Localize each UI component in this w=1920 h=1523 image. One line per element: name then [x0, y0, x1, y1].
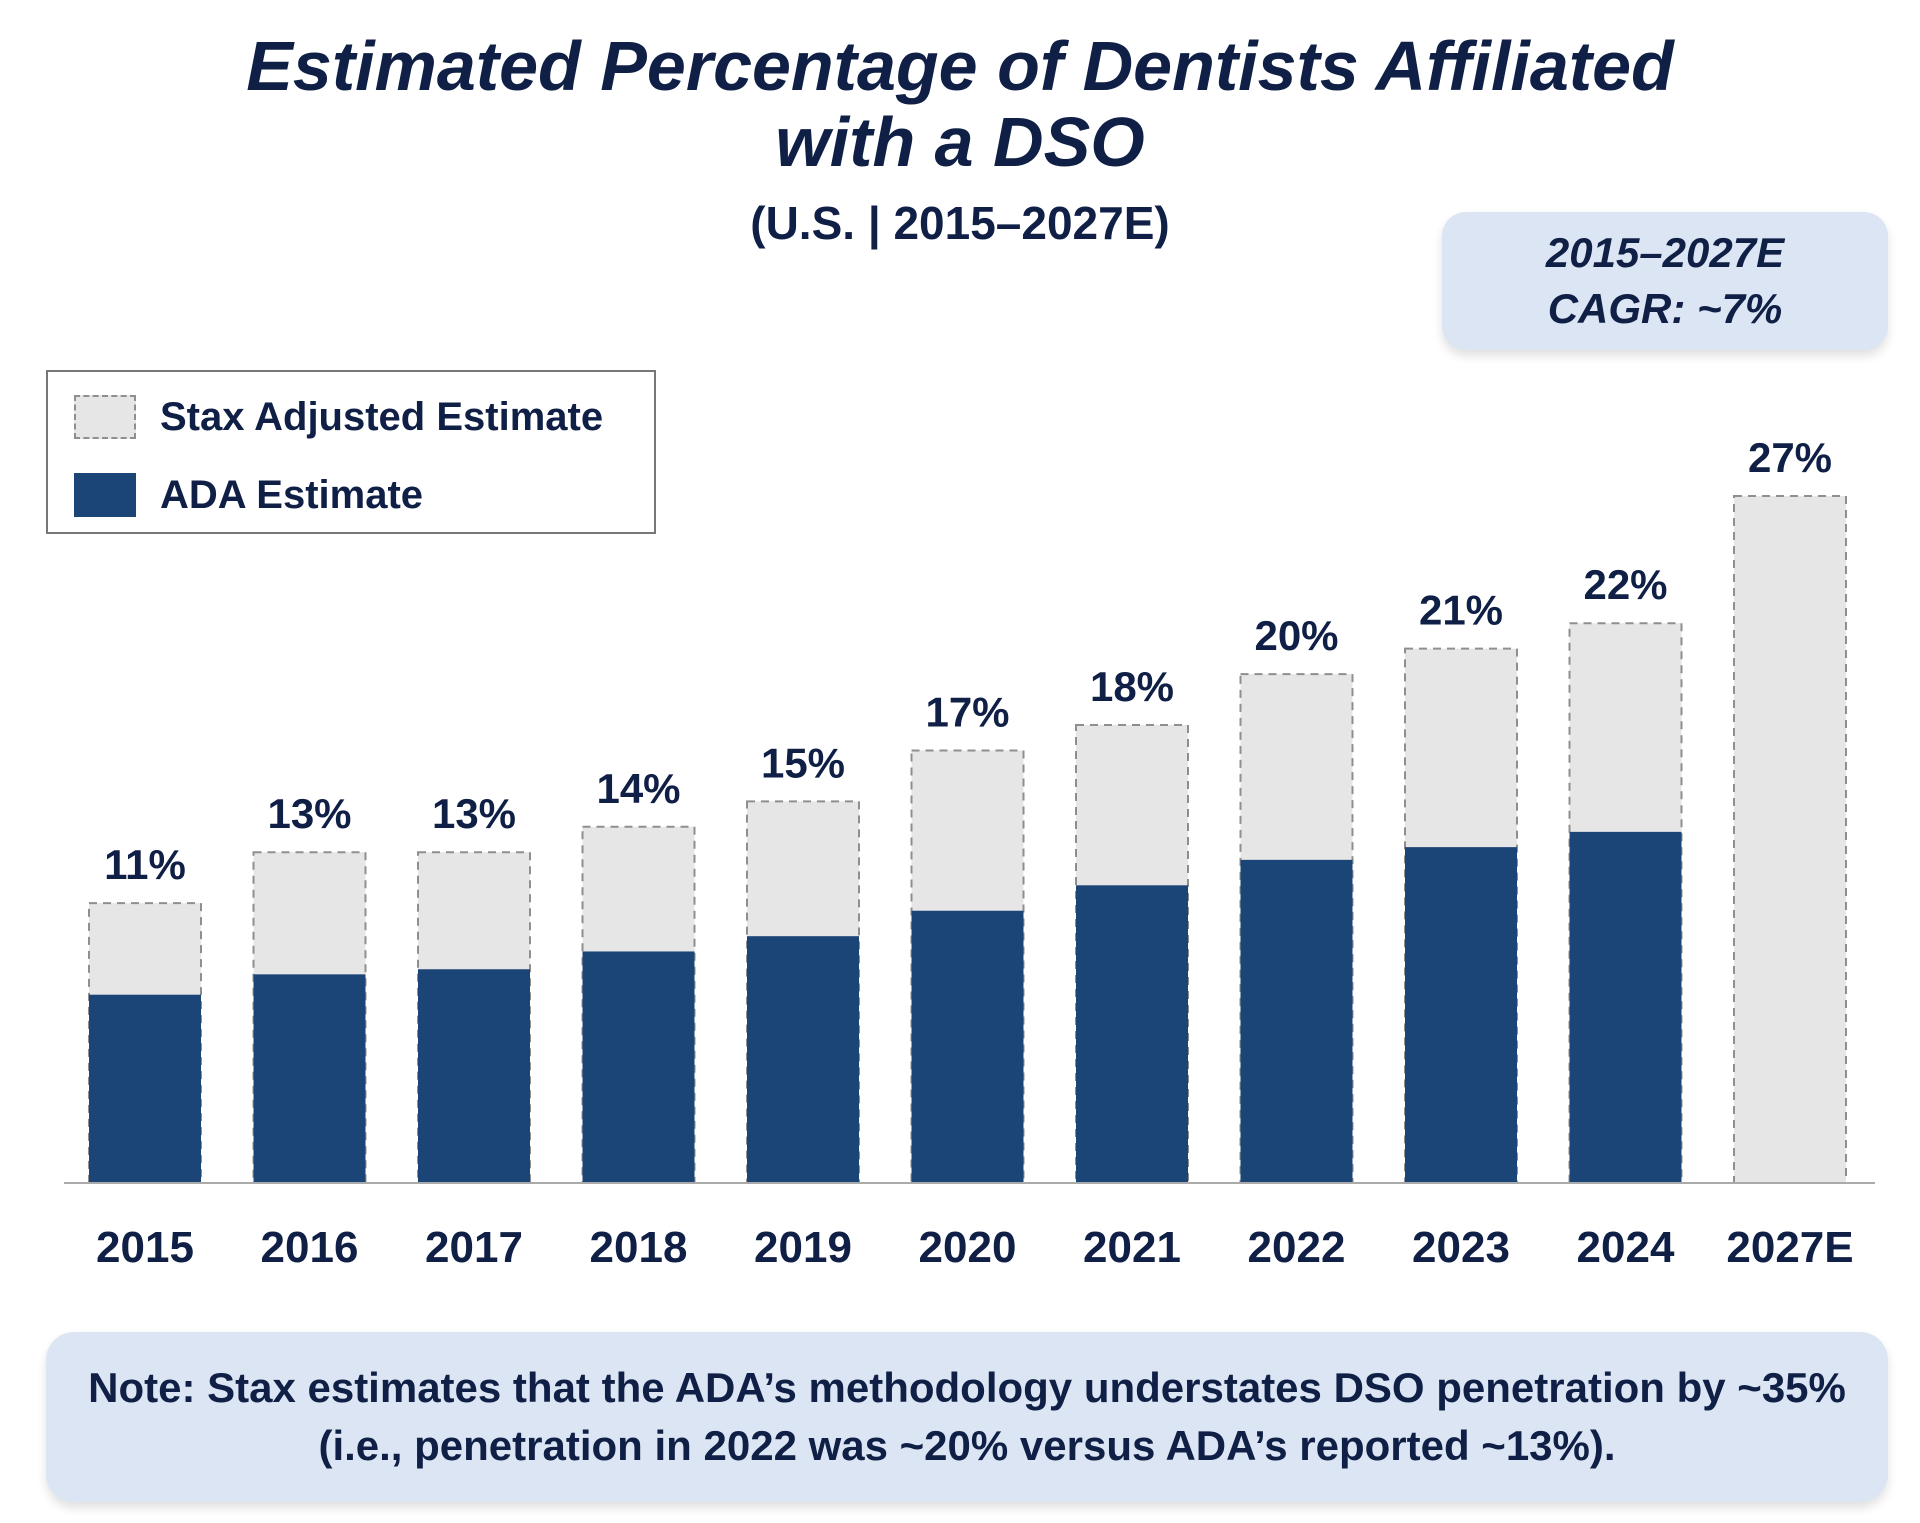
footnote: Note: Stax estimates that the ADA’s meth… [46, 1332, 1888, 1502]
x-tick-2020: 2020 [919, 1223, 1017, 1272]
cagr-value: CAGR: ~7% [1547, 285, 1783, 332]
legend-item-ada: ADA Estimate [74, 472, 423, 518]
bar-ada-2015 [89, 994, 201, 1183]
legend-label-stax: Stax Adjusted Estimate [160, 394, 604, 439]
legend-item-stax: Stax Adjusted Estimate [74, 394, 603, 440]
bar-ada-2016 [253, 974, 366, 1183]
x-tick-2021: 2021 [1083, 1223, 1181, 1272]
bar-chart: 11% 2015 13% 2016 13% 2017 14% 2018 15% 2019 17% 20… [64, 434, 1875, 1272]
chart-title: Estimated Percentage of Dentists Affilia… [0, 28, 1920, 180]
title-line-2: with a DSO [775, 103, 1145, 181]
bar-ada-2017 [418, 969, 530, 1183]
title-line-1: Estimated Percentage of Dentists Affilia… [246, 27, 1674, 105]
data-label-2017: 13% [432, 790, 516, 837]
data-label-2019: 15% [761, 739, 845, 786]
bar-ada-2019 [747, 936, 859, 1183]
data-label-2023: 21% [1419, 587, 1503, 634]
x-tick-2023: 2023 [1412, 1223, 1510, 1272]
chart-legend: Stax Adjusted Estimate ADA Estimate [46, 370, 656, 534]
x-tick-2018: 2018 [590, 1223, 688, 1272]
bar-ada-2020 [911, 910, 1024, 1183]
x-tick-2022: 2022 [1248, 1223, 1346, 1272]
x-tick-2027E: 2027E [1726, 1223, 1853, 1272]
cagr-period: 2015–2027E [1545, 229, 1785, 276]
data-label-2016: 13% [267, 790, 351, 837]
legend-swatch-stax [74, 395, 136, 439]
cagr-callout: 2015–2027E CAGR: ~7% [1442, 212, 1888, 350]
bar-ada-2021 [1076, 885, 1188, 1183]
x-tick-2019: 2019 [754, 1223, 852, 1272]
bar-ada-2024 [1569, 831, 1682, 1183]
data-label-2015: 11% [104, 841, 186, 888]
data-label-2022: 20% [1254, 612, 1338, 659]
chart-subtitle: (U.S. | 2015–2027E) [750, 197, 1170, 249]
bar-ada-2023 [1405, 847, 1517, 1183]
data-label-2021: 18% [1090, 663, 1174, 710]
data-label-2024: 22% [1583, 561, 1667, 608]
x-tick-2024: 2024 [1577, 1223, 1675, 1272]
bar-stax-2027E [1733, 495, 1847, 1184]
data-label-2027E: 27% [1748, 434, 1832, 481]
x-tick-2015: 2015 [96, 1223, 194, 1272]
data-label-2018: 14% [596, 765, 680, 812]
legend-label-ada: ADA Estimate [160, 472, 424, 517]
bar-ada-2018 [582, 951, 695, 1183]
bar-ada-2022 [1240, 859, 1353, 1183]
legend-swatch-ada [74, 473, 136, 517]
x-tick-2016: 2016 [261, 1223, 359, 1272]
x-tick-2017: 2017 [425, 1223, 523, 1272]
data-label-2020: 17% [925, 688, 1009, 735]
